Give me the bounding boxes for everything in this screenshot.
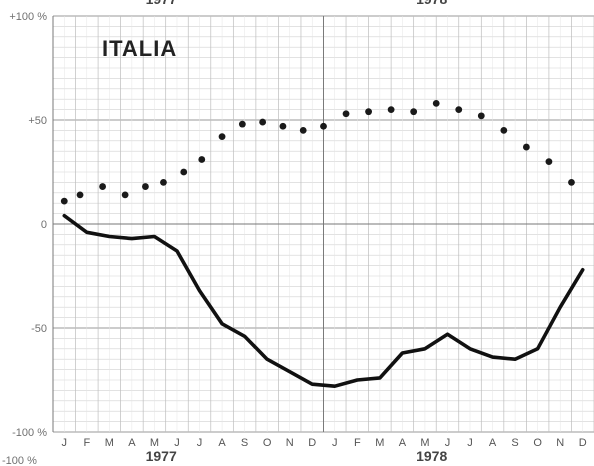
data-point: [477, 112, 485, 120]
x-tick-label: D: [308, 437, 316, 449]
x-tick-label: A: [489, 437, 497, 449]
year-label-top: 1977: [146, 0, 177, 7]
x-tick-label: M: [105, 437, 114, 449]
x-tick-label: J: [445, 437, 451, 449]
series-layer: [60, 99, 585, 389]
y-tick-label: -50: [31, 323, 47, 335]
x-tick-label: F: [354, 437, 361, 449]
data-point: [142, 183, 149, 190]
data-point: [121, 191, 129, 199]
y-tick-label-bottom: -100 %: [2, 455, 37, 466]
data-point: [299, 126, 307, 134]
x-tick-label: S: [241, 437, 248, 449]
x-tick-label: J: [197, 437, 203, 449]
x-tick-label: J: [467, 437, 473, 449]
data-point: [279, 122, 287, 130]
y-tick-label: -100 %: [12, 427, 47, 439]
year-label-top: 1978: [416, 0, 447, 7]
year-label: 1978: [416, 448, 447, 464]
data-point: [522, 143, 530, 151]
x-tick-label: O: [263, 437, 272, 449]
data-point: [238, 120, 246, 128]
data-point: [568, 179, 575, 186]
labels-layer: ITALIA: [102, 36, 177, 61]
x-tick-label: O: [533, 437, 542, 449]
data-point: [545, 158, 553, 166]
x-tick-label: M: [375, 437, 384, 449]
x-tick-label: M: [420, 437, 429, 449]
data-point: [180, 168, 188, 176]
chart-title: ITALIA: [102, 36, 177, 61]
data-point: [320, 122, 327, 130]
data-point: [218, 133, 226, 141]
data-point: [76, 191, 84, 199]
x-tick-label: N: [556, 437, 564, 449]
data-point: [365, 108, 372, 116]
data-point: [432, 99, 440, 107]
y-tick-label: +100 %: [9, 11, 47, 23]
data-point: [60, 197, 68, 205]
year-label: 1977: [146, 448, 177, 464]
data-point: [342, 110, 350, 118]
data-point: [259, 118, 267, 126]
series-line: [62, 213, 585, 389]
x-tick-label: N: [286, 437, 294, 449]
data-point: [387, 106, 395, 113]
x-tick-label: A: [218, 437, 226, 449]
data-point: [410, 108, 418, 116]
data-point: [198, 156, 206, 163]
x-tick-label: J: [332, 437, 338, 449]
data-point: [455, 106, 463, 113]
x-tick-label: A: [128, 437, 136, 449]
x-tick-label: J: [174, 437, 180, 449]
x-tick-label: J: [62, 437, 68, 449]
x-tick-label: S: [511, 437, 518, 449]
data-point: [99, 183, 106, 190]
x-tick-label: F: [83, 437, 90, 449]
data-point: [500, 126, 508, 134]
x-tick-label: M: [150, 437, 159, 449]
x-tick-label: D: [579, 437, 587, 449]
x-tick-label: A: [399, 437, 407, 449]
y-tick-label: 0: [41, 219, 47, 231]
y-tick-label: +50: [28, 115, 47, 127]
data-point: [160, 179, 167, 186]
